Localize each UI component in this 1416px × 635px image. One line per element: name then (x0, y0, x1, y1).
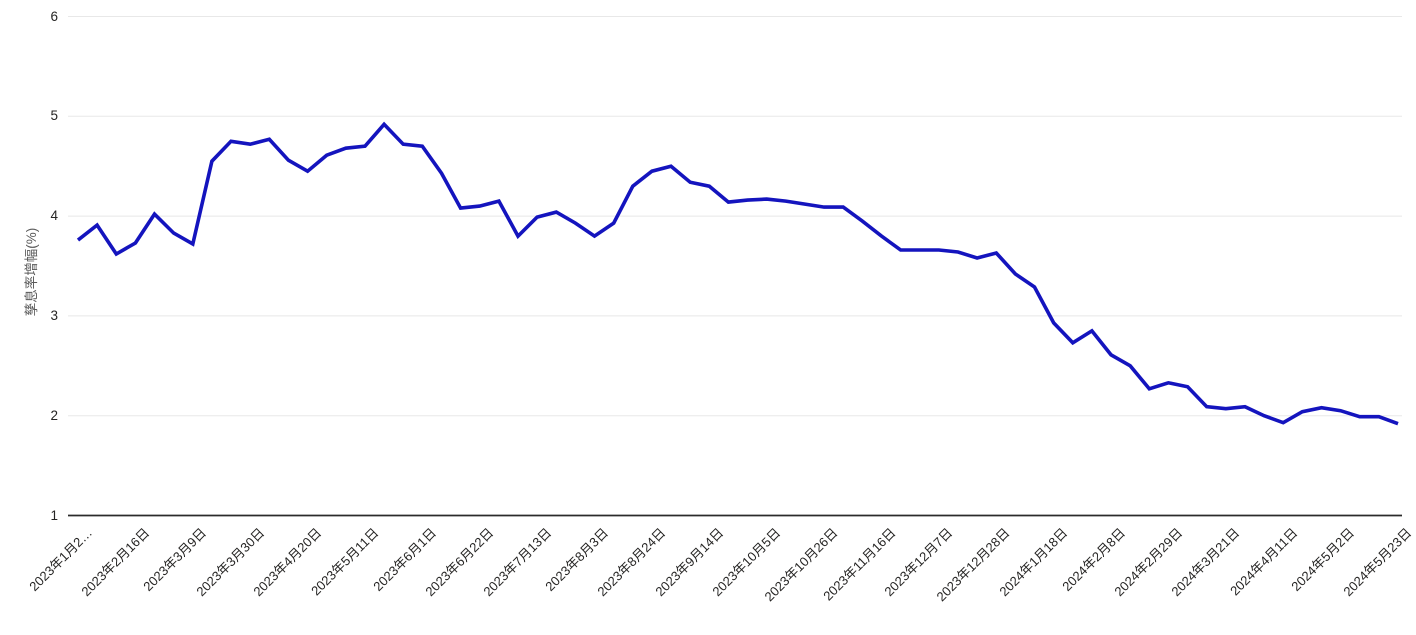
y-axis-tick-label: 6 (50, 8, 58, 24)
y-axis-tick-label: 5 (50, 108, 58, 124)
y-axis-tick-label: 1 (50, 507, 58, 523)
y-axis-title: 孳息率增幅(%) (24, 227, 39, 317)
y-axis-tick-label: 3 (50, 307, 58, 323)
y-axis-tick-label: 2 (50, 407, 58, 423)
yield-trend-line (76, 121, 1399, 426)
y-axis-tick-label: 4 (50, 208, 58, 224)
